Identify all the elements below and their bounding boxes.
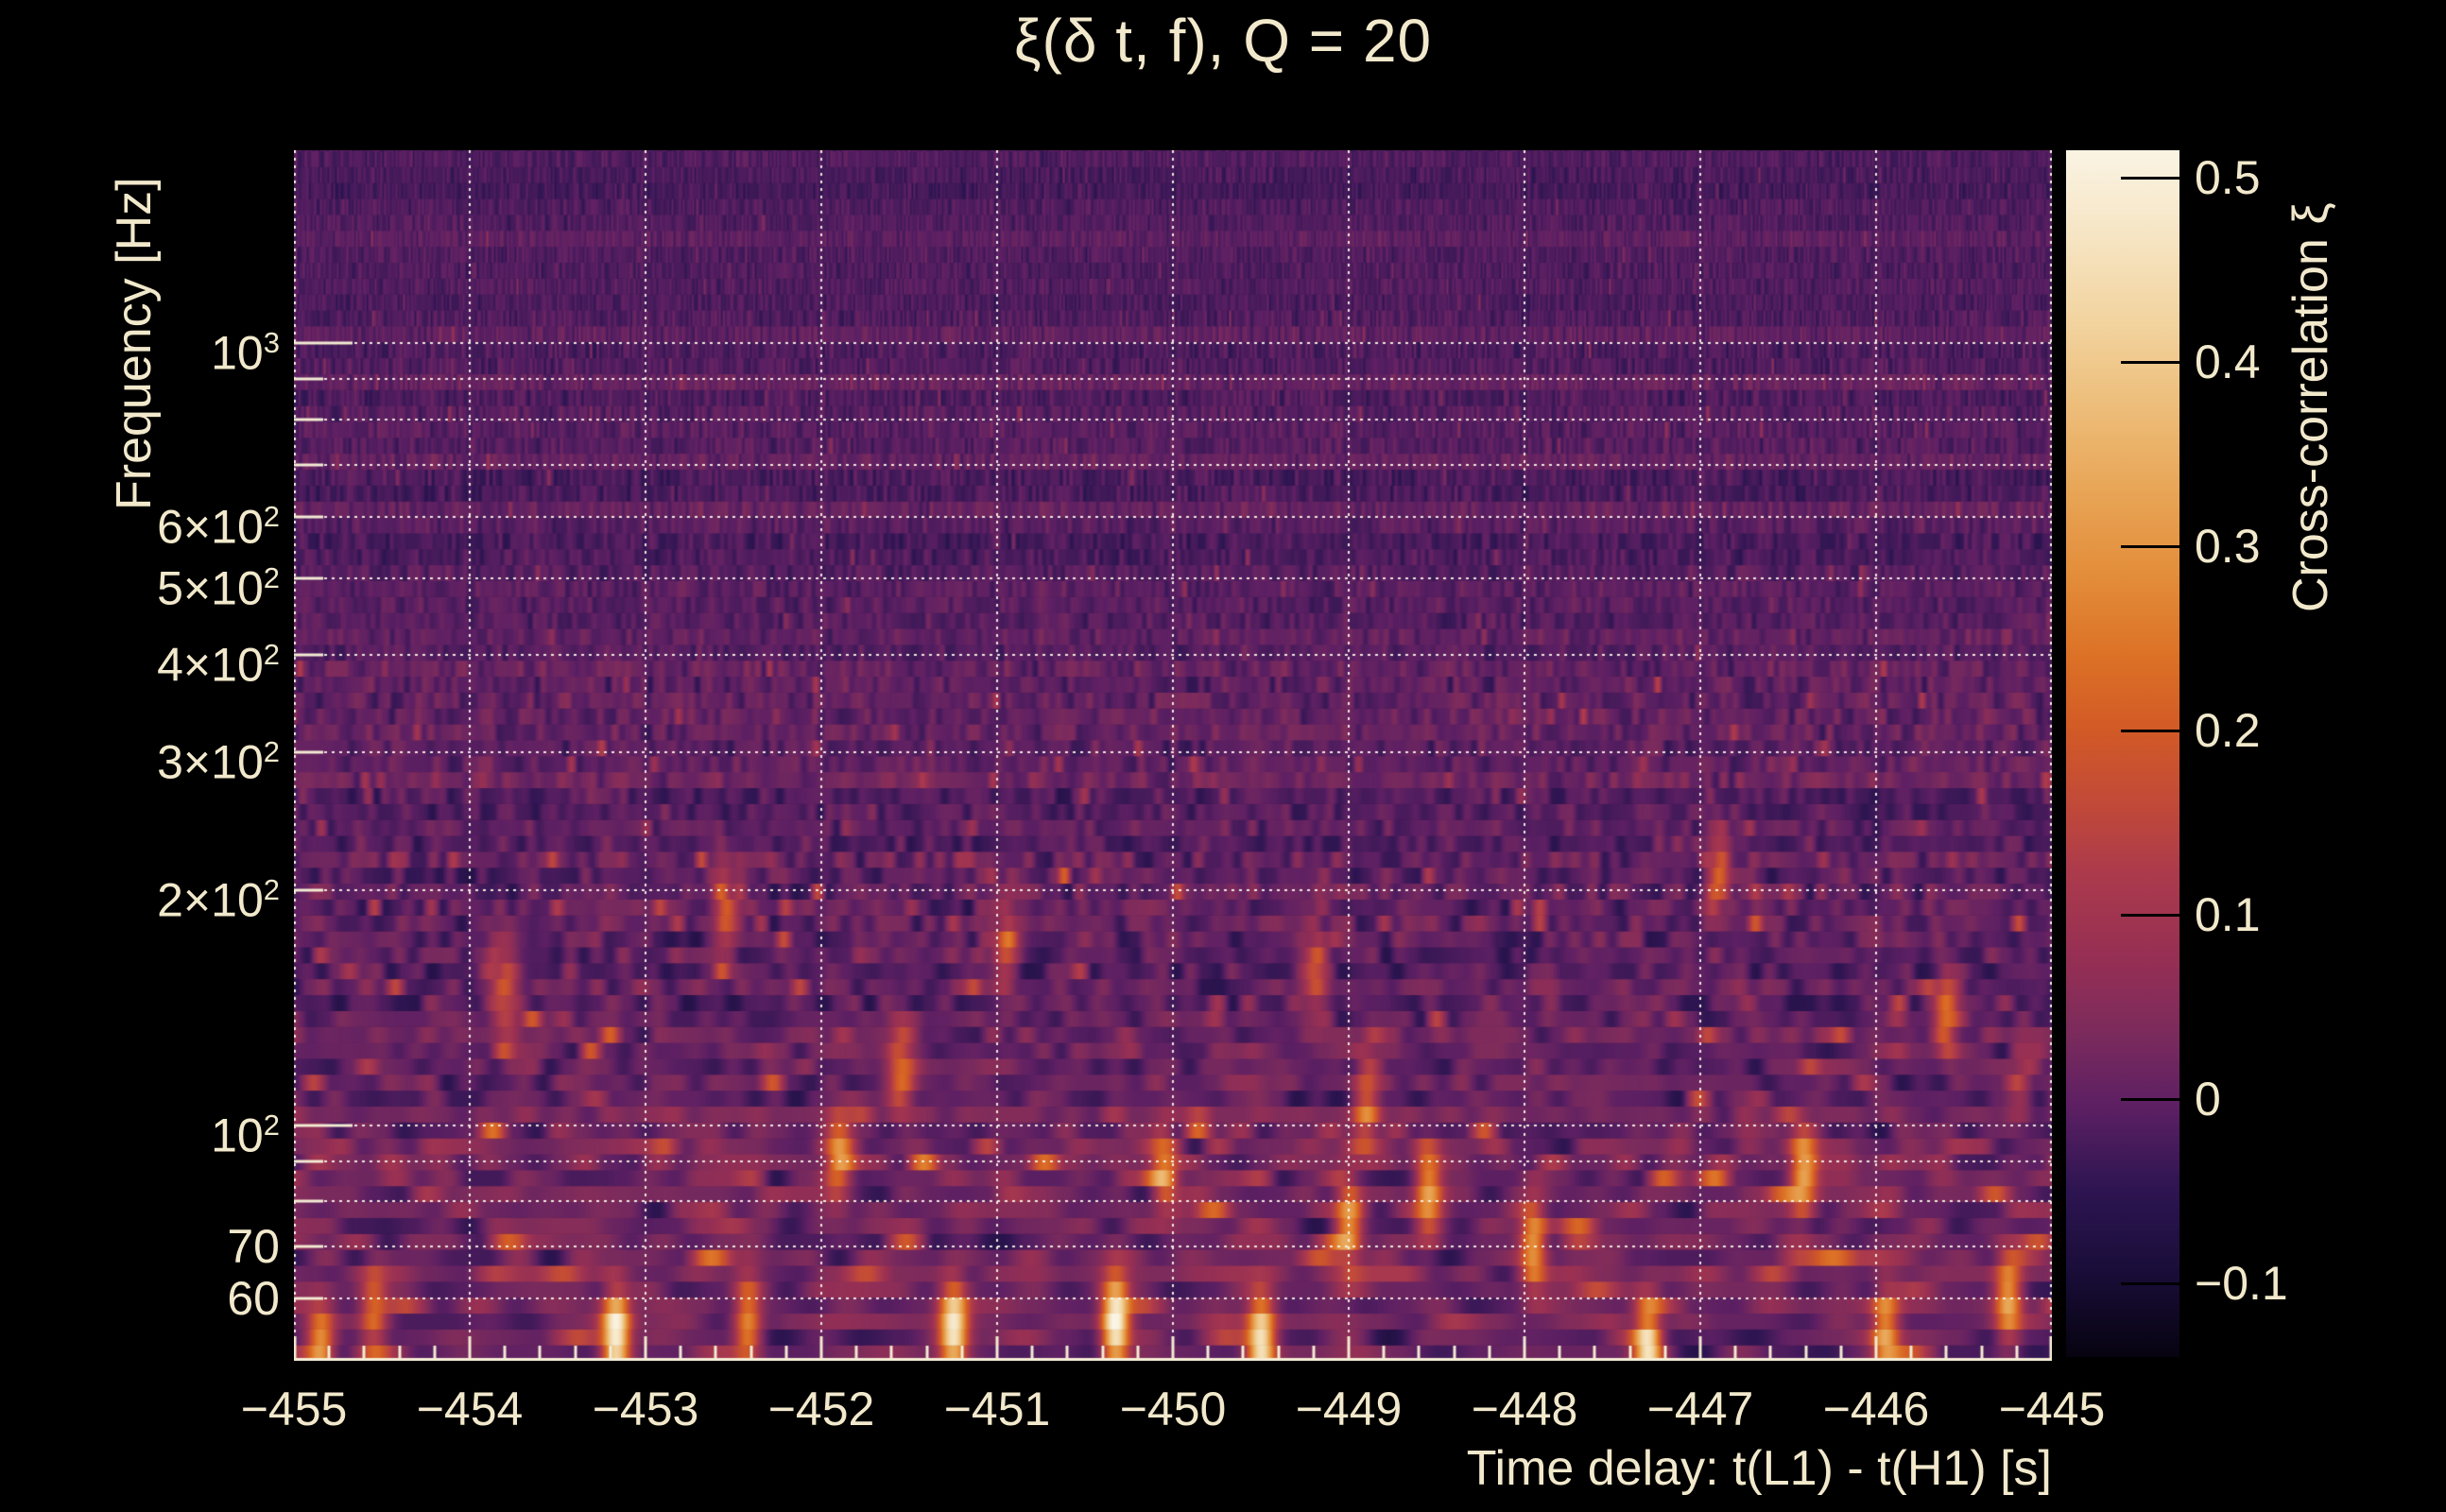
x-tick-label: −454 (416, 1383, 524, 1435)
y-tick-label: 60 (227, 1272, 280, 1326)
y-tick-label: 5×102 (157, 561, 280, 616)
colorbar-tick (2121, 913, 2179, 917)
colorbar-tick-label: 0 (2195, 1073, 2221, 1126)
y-tick-label: 2×102 (157, 872, 280, 927)
y-tick-label: 103 (211, 326, 280, 381)
x-tick-label: −453 (592, 1383, 699, 1435)
x-tick-label: −448 (1471, 1383, 1578, 1435)
colorbar-tick-label: 0.5 (2195, 151, 2261, 205)
y-tick-label: 6×102 (157, 499, 280, 554)
y-tick-label: 70 (227, 1220, 280, 1274)
x-tick-label: −455 (240, 1383, 348, 1435)
colorbar-tick (2121, 1281, 2179, 1285)
x-tick-label: −451 (943, 1383, 1051, 1435)
x-axis-label: Time delay: t(L1) - t(H1) [s] (1466, 1441, 2052, 1496)
x-tick-label: −450 (1119, 1383, 1227, 1435)
colorbar-tick (2121, 544, 2179, 548)
y-tick-label: 102 (211, 1108, 280, 1162)
colorbar-gradient (2066, 150, 2179, 1357)
colorbar-tick (2121, 729, 2179, 732)
colorbar-tick-label: 0.4 (2195, 335, 2261, 389)
colorbar-tick (2121, 176, 2179, 180)
colorbar-tick-label: 0.1 (2195, 888, 2261, 942)
colorbar-tick (2121, 360, 2179, 364)
colorbar-tick-label: −0.1 (2195, 1257, 2288, 1310)
x-tick-label: −452 (767, 1383, 875, 1435)
x-tick-label: −445 (1998, 1383, 2106, 1435)
chart-title: ξ(δ t, f), Q = 20 (1013, 7, 1433, 75)
plot-area (294, 150, 2052, 1361)
y-tick-label: 4×102 (157, 637, 280, 692)
colorbar-label: Cross-correlation ξ (2283, 202, 2338, 612)
x-tick-label: −447 (1646, 1383, 1754, 1435)
colorbar-tick-label: 0.2 (2195, 704, 2261, 758)
x-tick-label: −449 (1295, 1383, 1403, 1435)
y-tick-label: 3×102 (157, 735, 280, 789)
x-tick-label: −446 (1822, 1383, 1930, 1435)
colorbar-tick (2121, 1097, 2179, 1101)
spectrogram-heatmap (294, 150, 2052, 1361)
colorbar-tick-label: 0.3 (2195, 520, 2261, 574)
